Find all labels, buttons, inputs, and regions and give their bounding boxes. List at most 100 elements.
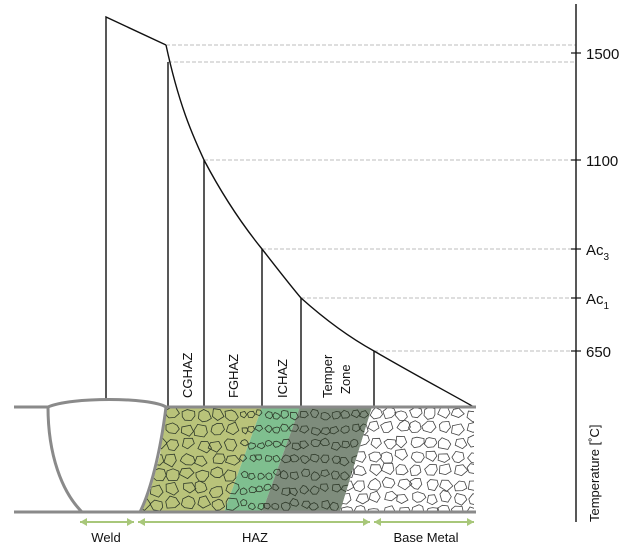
grain [198, 409, 212, 423]
grain [280, 501, 291, 511]
grain [248, 473, 256, 480]
grain [370, 437, 382, 450]
grain [165, 468, 180, 482]
grain [272, 412, 282, 420]
grain [341, 440, 351, 449]
grain [290, 411, 300, 421]
grain [320, 411, 332, 421]
grain [359, 410, 370, 419]
grain [178, 467, 195, 480]
grain [181, 409, 196, 421]
grain [352, 480, 365, 493]
tick-label-ac3-subscript: 3 [604, 252, 610, 263]
grain [263, 503, 271, 510]
grain [454, 437, 468, 450]
region-label-haz: HAZ [242, 530, 268, 545]
grain [355, 493, 370, 505]
grain [468, 493, 474, 506]
grain [450, 407, 465, 418]
grain [409, 477, 423, 490]
grain [437, 453, 451, 463]
grain [411, 504, 425, 512]
grain [394, 448, 408, 461]
grain [353, 505, 367, 512]
base-metal-bracket [374, 518, 474, 526]
tick-label-ac1: Ac1 [586, 291, 610, 312]
grain [310, 408, 320, 419]
grain [272, 454, 281, 463]
grain [122, 454, 134, 466]
grain [279, 470, 289, 480]
grain [330, 441, 342, 451]
region-brackets [80, 518, 474, 526]
grain [308, 502, 319, 511]
grain [466, 410, 474, 423]
grain [256, 442, 266, 450]
grain [320, 427, 331, 436]
grain [272, 426, 281, 434]
grain [166, 514, 179, 526]
grain [225, 421, 240, 436]
grain [247, 502, 256, 511]
grain [339, 457, 350, 467]
grain [421, 420, 437, 434]
grain [397, 478, 413, 491]
peak-temperature-curve [105, 15, 167, 400]
temperature-axis-title: Temperature [˚C] [587, 424, 602, 522]
grain [409, 407, 423, 419]
grain [301, 468, 311, 477]
grain [353, 465, 367, 476]
grain [310, 438, 321, 448]
grain [272, 468, 282, 476]
grain [395, 435, 408, 449]
grain [223, 438, 238, 452]
grain [239, 487, 248, 495]
grain [381, 476, 396, 489]
grain [179, 453, 196, 466]
grain [467, 480, 474, 491]
grain [367, 477, 382, 491]
tick-label-1100: 1100 [586, 153, 618, 170]
grain [454, 493, 468, 506]
zone-labels: CGHAZ FGHAZ ICHAZ Temper Zone [180, 352, 353, 398]
grain [426, 494, 438, 506]
grain [122, 436, 136, 449]
grain [300, 516, 309, 525]
grain [210, 466, 224, 479]
grain [453, 480, 468, 492]
grain [183, 482, 197, 494]
grain [330, 470, 340, 480]
haz-bracket-arrow-right [363, 518, 370, 526]
grain [140, 451, 151, 464]
grain [140, 423, 149, 436]
grain [180, 424, 194, 437]
grain [395, 464, 409, 476]
grain [412, 491, 427, 503]
grain [271, 502, 280, 510]
grain [438, 463, 452, 476]
grain [248, 486, 258, 494]
grain [368, 490, 381, 503]
grain [208, 486, 224, 499]
grain [248, 515, 255, 522]
grain [280, 423, 290, 432]
grain [288, 487, 298, 497]
grain [466, 463, 474, 475]
grain [299, 440, 310, 450]
grain [410, 436, 425, 449]
grain [240, 498, 248, 507]
grain [264, 424, 273, 433]
grain [165, 422, 180, 435]
grain [163, 453, 177, 468]
grain [320, 469, 331, 477]
grain [239, 439, 250, 447]
grain [438, 420, 451, 433]
grain [180, 495, 196, 510]
grain [321, 500, 331, 510]
grain [340, 425, 350, 434]
grain [165, 495, 181, 509]
grain [451, 423, 465, 436]
grain [437, 437, 452, 450]
weld-bead-outline [46, 398, 168, 514]
